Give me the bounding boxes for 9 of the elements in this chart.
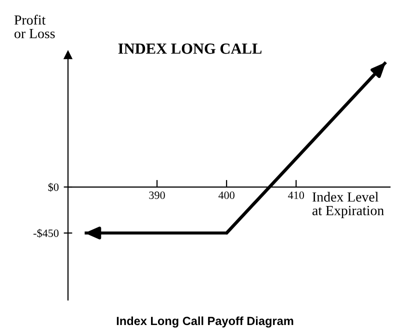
y-tick-label: $0: [48, 182, 59, 192]
y-axis-title: Profit or Loss: [14, 14, 55, 38]
x-axis-title: Index Level at Expiration: [312, 192, 384, 218]
x-tick-label: 400: [218, 191, 234, 199]
x-tick-label: 410: [288, 191, 304, 199]
y-tick-label: -$450: [33, 228, 59, 238]
x-tick-label: 390: [149, 191, 165, 199]
chart-title: INDEX LONG CALL: [118, 44, 262, 54]
text: Index Long Call Payoff Diagram: [116, 316, 294, 328]
